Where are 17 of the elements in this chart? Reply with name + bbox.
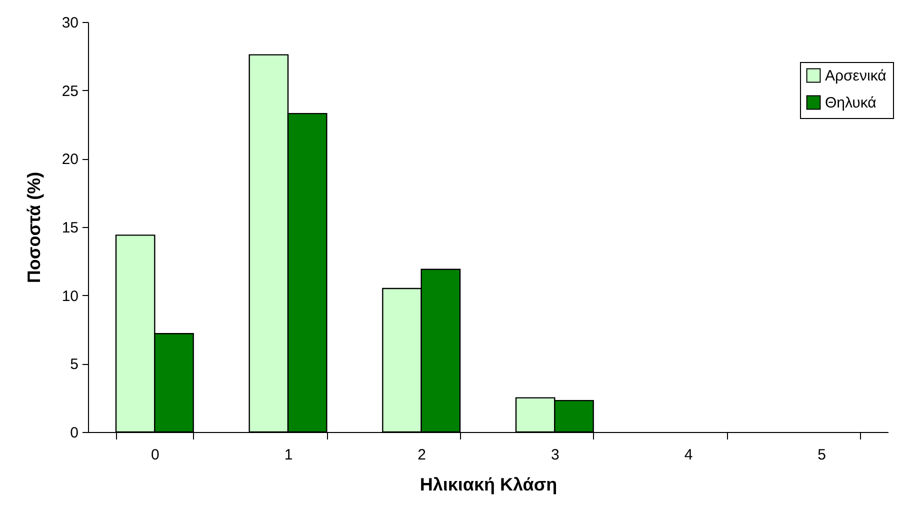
x-tick-label: 0: [150, 446, 160, 464]
y-tick-label: 20: [62, 151, 78, 168]
x-tick-label: 4: [684, 446, 693, 464]
y-tick-label: 15: [62, 220, 78, 236]
y-tick-label: 10: [62, 288, 78, 305]
x-tick-label: 5: [818, 446, 826, 464]
y-axis-title: Ποσοστά (%): [24, 172, 44, 284]
legend-label: Αρσενικά: [825, 68, 887, 84]
x-tick-label: 1: [284, 446, 293, 464]
y-tick-label: 25: [62, 82, 78, 100]
x-axis-title: Ηλικιακή Κλάση: [420, 474, 558, 494]
y-tick-label: 30: [62, 14, 78, 32]
x-tick-label: 2: [418, 446, 426, 464]
y-tick-label: 5: [70, 356, 78, 374]
y-tick-label: 0: [70, 424, 78, 442]
legend-label: Θηλυκά: [825, 94, 877, 112]
x-tick-label: 3: [550, 446, 560, 464]
